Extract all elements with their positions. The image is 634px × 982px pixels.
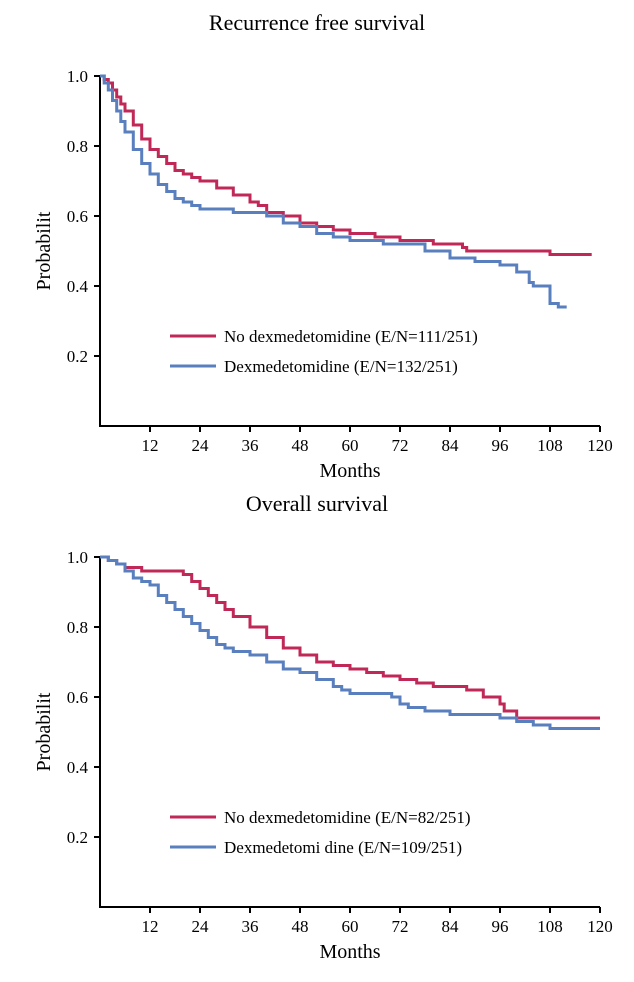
y-tick-label: 0.2 xyxy=(67,347,88,366)
x-tick-label: 72 xyxy=(392,917,409,936)
x-tick-label: 72 xyxy=(392,436,409,455)
survival-curve xyxy=(100,76,567,307)
x-tick-label: 24 xyxy=(192,436,210,455)
x-tick-label: 48 xyxy=(292,436,309,455)
y-tick-label: 0.4 xyxy=(67,277,89,296)
y-axis-label: Probabilit xyxy=(33,211,55,290)
y-tick-label: 0.6 xyxy=(67,207,88,226)
x-tick-label: 48 xyxy=(292,917,309,936)
x-tick-label: 108 xyxy=(537,436,563,455)
chart-title: Overall survival xyxy=(10,491,624,517)
y-tick-label: 0.2 xyxy=(67,828,88,847)
x-tick-label: 36 xyxy=(242,436,259,455)
x-tick-label: 120 xyxy=(587,436,613,455)
legend-label: No dexmedetomidine (E/N=111/251) xyxy=(224,327,478,346)
x-tick-label: 96 xyxy=(492,436,509,455)
x-tick-label: 60 xyxy=(342,436,359,455)
x-tick-label: 108 xyxy=(537,917,563,936)
chart-title: Recurrence free survival xyxy=(10,10,624,36)
x-axis-label: Months xyxy=(319,460,380,482)
x-tick-label: 84 xyxy=(442,917,460,936)
x-tick-label: 84 xyxy=(442,436,460,455)
y-tick-label: 0.4 xyxy=(67,758,89,777)
y-tick-label: 0.8 xyxy=(67,618,88,637)
y-tick-label: 1.0 xyxy=(67,548,88,567)
survival-chart: Overall survival 0.2 0.4 0.6 0.8 1.0 12 24 36 48 6… xyxy=(10,491,624,972)
x-tick-label: 12 xyxy=(142,917,159,936)
y-axis-label: Probabilit xyxy=(33,692,55,771)
survival-chart: Recurrence free survival 0.2 0.4 0.6 0.8 1.0 1… xyxy=(10,10,624,491)
survival-curve xyxy=(100,557,600,729)
x-tick-label: 36 xyxy=(242,917,259,936)
x-axis-label: Months xyxy=(319,941,380,963)
y-tick-label: 1.0 xyxy=(67,67,88,86)
survival-curve xyxy=(100,76,592,255)
y-tick-label: 0.6 xyxy=(67,688,88,707)
legend-label: Dexmedetomi dine (E/N=109/251) xyxy=(224,838,462,857)
x-tick-label: 60 xyxy=(342,917,359,936)
y-tick-label: 0.8 xyxy=(67,137,88,156)
chart-svg: 0.2 0.4 0.6 0.8 1.0 12 24 36 48 60 72 84 96 108 120 Mon… xyxy=(10,517,624,972)
x-tick-label: 96 xyxy=(492,917,509,936)
x-tick-label: 120 xyxy=(587,917,613,936)
legend-label: No dexmedetomidine (E/N=82/251) xyxy=(224,808,471,827)
x-tick-label: 12 xyxy=(142,436,159,455)
chart-svg: 0.2 0.4 0.6 0.8 1.0 12 24 36 48 60 72 84 96 108 120 Mon… xyxy=(10,36,624,491)
x-tick-label: 24 xyxy=(192,917,210,936)
figure-root: Recurrence free survival 0.2 0.4 0.6 0.8 1.0 1… xyxy=(10,10,624,972)
legend-label: Dexmedetomidine (E/N=132/251) xyxy=(224,357,458,376)
